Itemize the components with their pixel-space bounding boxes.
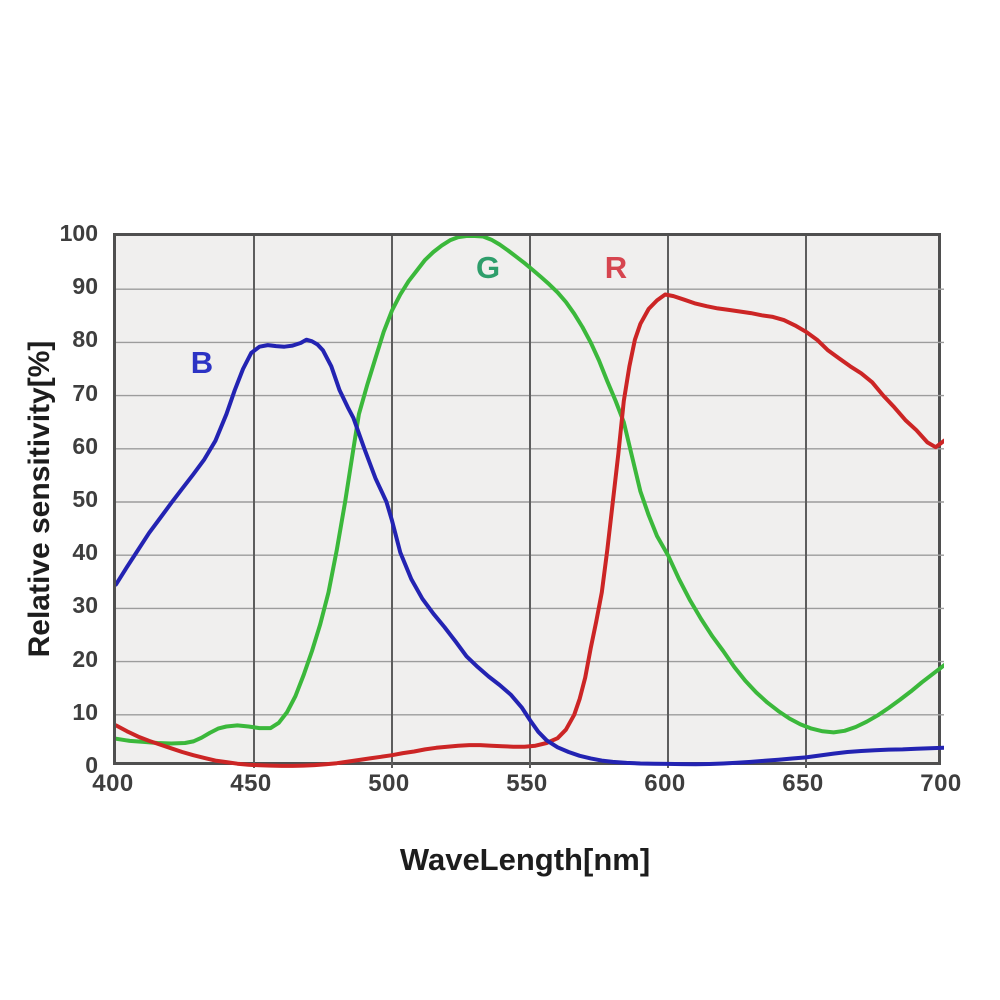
- y-tick-label-60: 60: [72, 432, 98, 459]
- y-tick-label-0: 0: [85, 752, 98, 778]
- y-tick-label-100: 100: [59, 220, 98, 246]
- curve-label-R: R: [604, 250, 628, 285]
- x-tick-label-700: 700: [920, 770, 962, 797]
- curve-label-G: G: [475, 250, 501, 285]
- x-tick-label-450: 450: [230, 770, 272, 797]
- y-tick-label-90: 90: [72, 273, 98, 300]
- y-tick-label-10: 10: [72, 698, 98, 725]
- y-tick-label-70: 70: [72, 379, 98, 406]
- x-axis-title: WaveLength[nm]: [399, 842, 651, 877]
- y-tick-label-80: 80: [72, 326, 98, 353]
- plot-area: [113, 233, 944, 768]
- y-tick-label-40: 40: [72, 539, 98, 566]
- y-tick-label-50: 50: [72, 486, 98, 512]
- chart-canvas: [116, 236, 944, 768]
- curve-label-B: B: [190, 345, 214, 380]
- curve-G: [116, 236, 944, 746]
- curve-B: [116, 337, 944, 767]
- x-tick-label-650: 650: [782, 770, 824, 797]
- x-tick-label-550: 550: [506, 770, 548, 797]
- x-tick-label-600: 600: [644, 770, 686, 797]
- x-tick-label-400: 400: [92, 770, 134, 797]
- y-tick-label-20: 20: [72, 645, 98, 672]
- curve-R: [116, 292, 944, 768]
- x-tick-label-500: 500: [368, 770, 410, 797]
- y-tick-label-30: 30: [72, 592, 98, 619]
